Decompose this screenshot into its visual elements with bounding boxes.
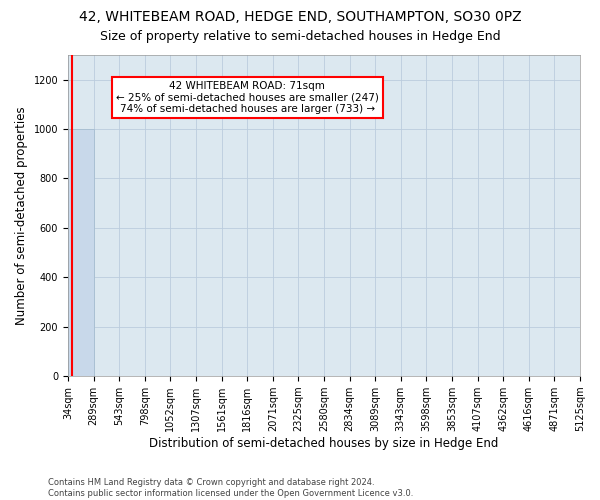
Y-axis label: Number of semi-detached properties: Number of semi-detached properties	[15, 106, 28, 325]
Text: 42, WHITEBEAM ROAD, HEDGE END, SOUTHAMPTON, SO30 0PZ: 42, WHITEBEAM ROAD, HEDGE END, SOUTHAMPT…	[79, 10, 521, 24]
Bar	[68, 129, 94, 376]
Text: Contains HM Land Registry data © Crown copyright and database right 2024.
Contai: Contains HM Land Registry data © Crown c…	[48, 478, 413, 498]
Text: Size of property relative to semi-detached houses in Hedge End: Size of property relative to semi-detach…	[100, 30, 500, 43]
Text: 42 WHITEBEAM ROAD: 71sqm
← 25% of semi-detached houses are smaller (247)
74% of : 42 WHITEBEAM ROAD: 71sqm ← 25% of semi-d…	[116, 80, 379, 114]
X-axis label: Distribution of semi-detached houses by size in Hedge End: Distribution of semi-detached houses by …	[149, 437, 499, 450]
